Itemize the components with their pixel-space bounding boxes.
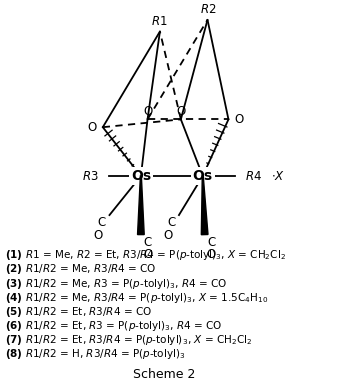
Text: $\mathbf{(3)}$ $\it{R}$1/$\it{R}$2 = Me, $\it{R}$3 = P($\it{p}$-tolyl)$_3$, $\it: $\mathbf{(3)}$ $\it{R}$1/$\it{R}$2 = Me,… (5, 277, 227, 291)
Text: O: O (93, 229, 103, 242)
Text: C: C (207, 236, 216, 249)
Text: $\mathbf{(4)}$ $\it{R}$1/$\it{R}$2 = Me, $\it{R}$3/$\it{R}$4 = P($\it{p}$-tolyl): $\mathbf{(4)}$ $\it{R}$1/$\it{R}$2 = Me,… (5, 291, 268, 305)
Text: O: O (143, 248, 152, 261)
Text: $\it{R}$3: $\it{R}$3 (82, 170, 99, 183)
Text: Os: Os (131, 169, 151, 183)
Text: $\cdot\it{X}$: $\cdot\it{X}$ (271, 170, 285, 183)
Text: O: O (234, 113, 244, 126)
Text: $\mathbf{(8)}$ $\it{R}$1/$\it{R}$2 = H, $\it{R}$3/$\it{R}$4 = P($\it{p}$-tolyl)$: $\mathbf{(8)}$ $\it{R}$1/$\it{R}$2 = H, … (5, 347, 185, 361)
Text: $\mathbf{(6)}$ $\it{R}$1/$\it{R}$2 = Et, $\it{R}$3 = P($\it{p}$-tolyl)$_3$, $\it: $\mathbf{(6)}$ $\it{R}$1/$\it{R}$2 = Et,… (5, 319, 222, 333)
Polygon shape (138, 176, 144, 235)
Text: $\it{R}$4: $\it{R}$4 (245, 170, 262, 183)
Text: C: C (167, 216, 175, 229)
Text: $\mathbf{(2)}$ $\it{R}$1/$\it{R}$2 = Me, $\it{R}$3/$\it{R}$4 = CO: $\mathbf{(2)}$ $\it{R}$1/$\it{R}$2 = Me,… (5, 262, 156, 277)
Text: O: O (143, 105, 152, 118)
Text: O: O (176, 105, 185, 118)
Text: C: C (98, 216, 106, 229)
Text: O: O (163, 229, 172, 242)
Text: O: O (88, 121, 97, 134)
Text: $\mathbf{(5)}$ $\it{R}$1/$\it{R}$2 = Et, $\it{R}$3/$\it{R}$4 = CO: $\mathbf{(5)}$ $\it{R}$1/$\it{R}$2 = Et,… (5, 305, 152, 319)
Text: $\it{R}$2: $\it{R}$2 (200, 3, 217, 16)
Text: O: O (207, 248, 216, 261)
Text: $\it{R}$1: $\it{R}$1 (151, 15, 167, 28)
Text: $\mathbf{(7)}$ $\it{R}$1/$\it{R}$2 = Et, $\it{R}$3/$\it{R}$4 = P($\it{p}$-tolyl): $\mathbf{(7)}$ $\it{R}$1/$\it{R}$2 = Et,… (5, 333, 252, 347)
Text: Scheme 2: Scheme 2 (134, 368, 196, 381)
Text: $\mathbf{(1)}$ $\it{R}$1 = Me, $\it{R}$2 = Et, $\it{R}$3/$\it{R}$4 = P($\it{p}$-: $\mathbf{(1)}$ $\it{R}$1 = Me, $\it{R}$2… (5, 248, 286, 262)
Text: C: C (144, 236, 152, 249)
Polygon shape (201, 176, 208, 235)
Text: Os: Os (193, 169, 213, 183)
